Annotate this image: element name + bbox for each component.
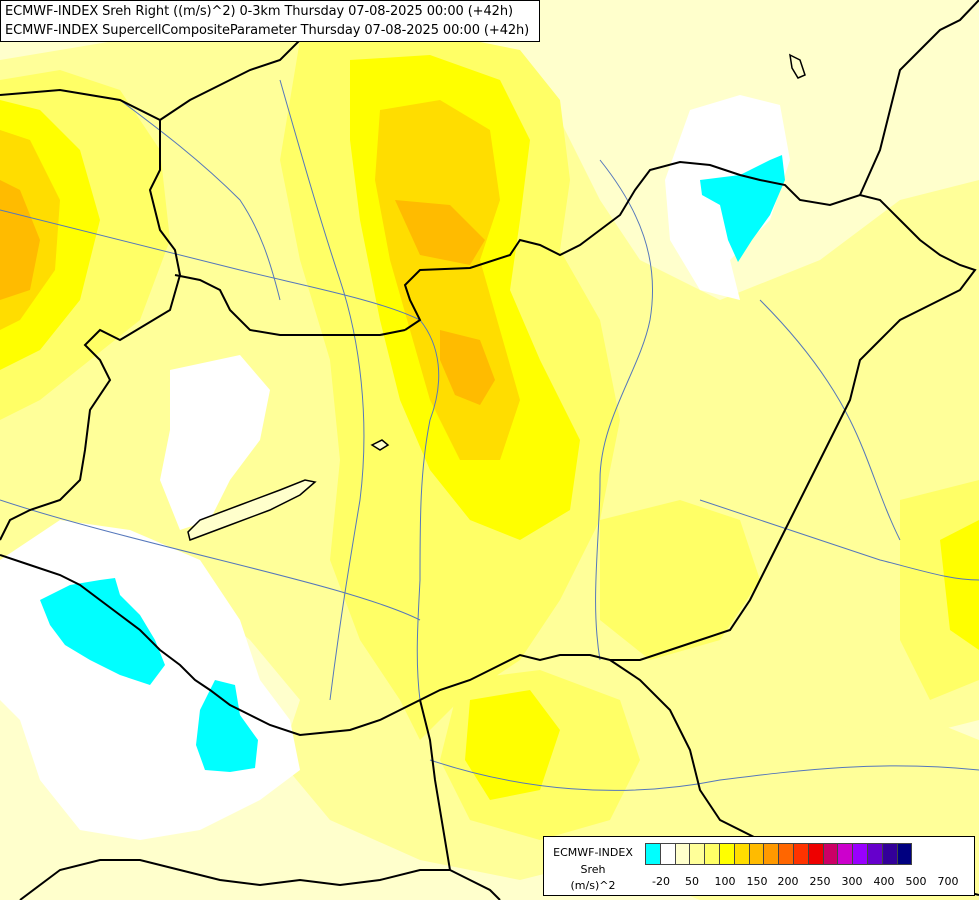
title-line-2: ECMWF-INDEX SupercellCompositeParameter … xyxy=(5,23,530,38)
lake-balaton xyxy=(187,479,317,541)
legend-tick-label: 200 xyxy=(777,875,799,888)
legend-swatch xyxy=(674,843,691,865)
legend-tick-label: 300 xyxy=(841,875,863,888)
title-line-1: ECMWF-INDEX Sreh Right ((m/s)^2) 0-3km T… xyxy=(5,4,513,19)
fill-orange-west xyxy=(0,180,40,300)
legend-swatch xyxy=(866,843,883,865)
border-bosnia xyxy=(19,859,450,900)
rivers xyxy=(0,79,979,791)
legend-swatch xyxy=(896,843,913,865)
legend-swatch xyxy=(704,843,720,865)
legend-title: ECMWF-INDEX xyxy=(553,846,633,859)
legend-tick-label: 500 xyxy=(905,875,927,888)
legend-variable: Sreh xyxy=(580,863,606,876)
legend-tick-label: 250 xyxy=(809,875,831,888)
lake-small-2 xyxy=(789,53,806,79)
lakes xyxy=(187,53,806,541)
border-ukraine xyxy=(859,0,979,196)
legend-swatch xyxy=(733,843,750,865)
legend-swatch xyxy=(852,843,868,865)
border-hungary-north-west xyxy=(174,274,406,336)
legend-swatch xyxy=(807,843,824,865)
border-austria xyxy=(0,88,182,541)
fill-white-west xyxy=(160,355,270,530)
legend-swatch xyxy=(763,843,780,865)
river-drava xyxy=(0,499,421,621)
legend-tick-label: 100 xyxy=(714,875,736,888)
fill-orange-central-north xyxy=(395,200,485,265)
legend-swatch xyxy=(645,843,661,865)
title-box: ECMWF-INDEX Sreh Right ((m/s)^2) 0-3km T… xyxy=(0,0,540,42)
legend-swatch xyxy=(837,843,854,865)
legend-unit: (m/s)^2 xyxy=(570,879,616,892)
fill-strong-east xyxy=(940,520,979,650)
fill-orange-central-south xyxy=(440,330,495,405)
legend-swatch xyxy=(881,843,898,865)
legend: ECMWF-INDEX Sreh (m/s)^2 -20 50 100 150 200 2… xyxy=(543,836,975,896)
legend-swatch xyxy=(822,843,839,865)
river-danube xyxy=(0,209,440,701)
legend-tick-label: -20 xyxy=(652,875,670,888)
river-tisza xyxy=(595,159,653,661)
river-northeast xyxy=(759,299,901,541)
lake-small-1 xyxy=(370,439,390,451)
river-north-west xyxy=(119,99,281,301)
legend-swatch xyxy=(718,843,735,865)
legend-tick-label: 50 xyxy=(685,875,699,888)
fill-strong-south xyxy=(465,690,560,800)
legend-swatch xyxy=(659,843,676,865)
legend-swatch xyxy=(792,843,809,865)
border-croatia xyxy=(0,554,421,737)
legend-color-scale xyxy=(645,843,913,865)
fill-medium-southeast xyxy=(600,500,760,660)
river-east xyxy=(699,499,979,581)
legend-tick-label: 700 xyxy=(937,875,959,888)
fill-cyan-southwest xyxy=(40,578,165,685)
legend-swatch xyxy=(689,843,706,865)
river-south xyxy=(429,759,979,791)
fill-cyan-south xyxy=(196,680,258,772)
border-hungary xyxy=(403,160,977,701)
legend-swatch xyxy=(748,843,765,865)
legend-tick-label: 150 xyxy=(746,875,768,888)
legend-swatch xyxy=(778,843,794,865)
legend-tick-label: 400 xyxy=(873,875,895,888)
border-serbia-west xyxy=(419,699,501,900)
